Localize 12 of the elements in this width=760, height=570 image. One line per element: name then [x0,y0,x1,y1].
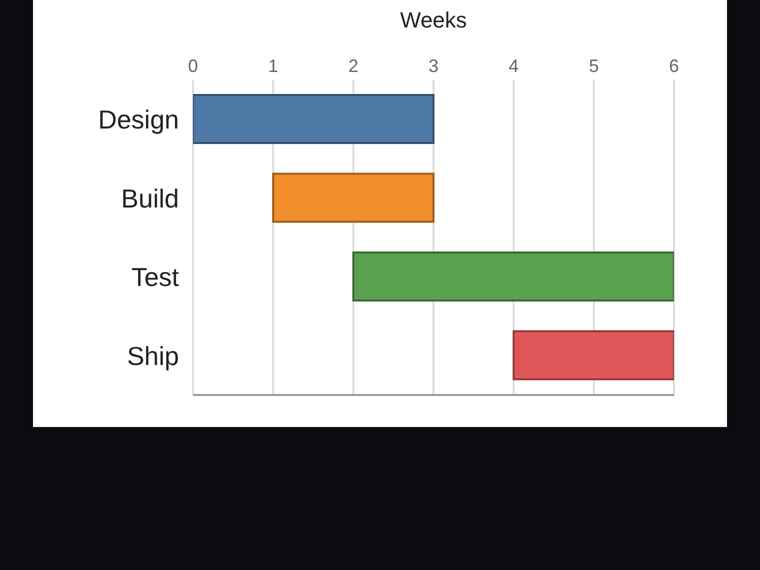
y-tick-label: Ship [126,340,179,371]
x-tick-label: 0 [188,56,198,76]
x-tick-label: 3 [428,56,439,76]
x-tick-label: 5 [588,56,599,76]
y-tick-label: Test [131,262,180,292]
x-tick-label: 2 [348,56,358,76]
y-tick-label: Design [98,104,179,135]
y-tick-label: Build [121,183,179,214]
x-axis-title: Weeks [400,8,467,33]
x-tick-label: 6 [668,56,680,76]
x-tick-label: 1 [268,56,278,76]
x-tick-label: 4 [508,56,519,76]
